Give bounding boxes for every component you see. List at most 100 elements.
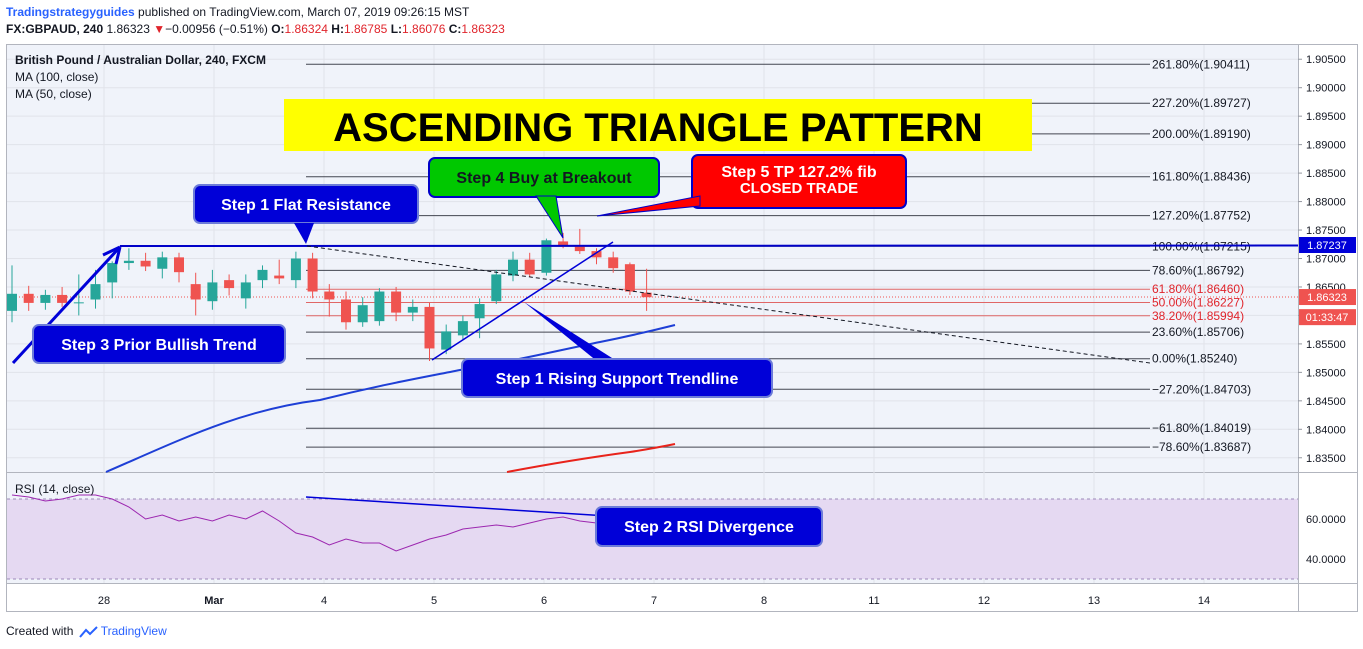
x-tick-label: 4	[321, 595, 327, 607]
callout-take-profit[interactable]	[691, 154, 907, 209]
ma50-legend[interactable]: MA (50, close)	[15, 87, 92, 101]
callout-rsi-divergence[interactable]	[595, 506, 823, 547]
candle-body	[374, 291, 385, 322]
candle[interactable]	[591, 248, 602, 265]
callout-rsi-divergence-text: Step 2 RSI Divergence	[624, 519, 794, 536]
candle-body	[140, 260, 151, 267]
diagonal-dashed-line[interactable]	[306, 245, 1151, 364]
candle[interactable]	[641, 268, 652, 311]
candle-body	[40, 294, 51, 303]
x-tick-label: 28	[98, 595, 110, 607]
candle[interactable]	[341, 291, 351, 330]
callout-bullish-trend[interactable]	[32, 324, 286, 364]
fib-level-label: 38.20%(1.85994)	[1152, 309, 1244, 323]
candle[interactable]	[57, 286, 68, 307]
callout-rising-support-pointer	[524, 302, 612, 362]
candle[interactable]	[474, 298, 485, 339]
candle[interactable]	[608, 251, 619, 273]
price-tag-label: 1.86323	[1307, 292, 1347, 304]
candle[interactable]	[524, 252, 535, 277]
last-price: 1.86323	[106, 22, 150, 36]
rsi-tick-label: 60.0000	[1306, 514, 1346, 526]
candle[interactable]	[240, 274, 251, 309]
candle-body	[541, 240, 552, 273]
candle-body	[7, 293, 17, 311]
candle[interactable]	[274, 259, 285, 285]
publish-info: Tradingstrategyguides published on Tradi…	[6, 5, 469, 19]
fib-level-label: 23.60%(1.85706)	[1152, 325, 1244, 339]
candle[interactable]	[23, 285, 34, 311]
bullish-trend-arrowhead	[102, 245, 122, 265]
high-value: 1.86785	[343, 22, 388, 36]
callout-bullish-trend-text: Step 3 Prior Bullish Trend	[61, 337, 257, 354]
chart-frame[interactable]	[6, 44, 1358, 612]
publisher-link[interactable]: Tradingstrategyguides	[6, 5, 135, 19]
fib-level-label: 50.00%(1.86227)	[1152, 296, 1244, 310]
candle[interactable]	[541, 238, 552, 276]
candle-body	[407, 306, 418, 313]
candle[interactable]	[257, 265, 268, 289]
candle-body	[23, 293, 34, 303]
candle[interactable]	[90, 269, 101, 309]
x-tick-label: Mar	[204, 595, 224, 607]
callout-flat-resistance-pointer	[294, 223, 314, 244]
candle[interactable]	[457, 315, 468, 340]
flat-resistance-line[interactable]	[119, 244, 1299, 247]
candle[interactable]	[174, 252, 184, 283]
callout-rising-support[interactable]	[461, 358, 773, 398]
candle-body	[324, 291, 335, 300]
series-legend-title[interactable]: British Pound / Australian Dollar, 240, …	[15, 53, 266, 67]
candle[interactable]	[624, 262, 635, 295]
candle[interactable]	[374, 288, 385, 326]
candle[interactable]	[508, 251, 518, 282]
rsi-tick-label: 40.0000	[1306, 554, 1346, 566]
candle-body	[224, 280, 235, 289]
candle[interactable]	[391, 286, 402, 322]
y-tick-label: 1.87500	[1306, 225, 1346, 237]
x-tick-label: 8	[761, 595, 767, 607]
tradingview-brand-link[interactable]: TradingView	[100, 624, 167, 638]
bullish-trend-arrow-line[interactable]	[11, 245, 122, 365]
candle[interactable]	[7, 265, 17, 323]
candle[interactable]	[207, 269, 218, 310]
candle-body	[457, 321, 468, 336]
candle[interactable]	[574, 228, 585, 254]
title-banner	[284, 99, 1032, 151]
candle[interactable]	[140, 252, 151, 272]
y-tick-label: 1.83500	[1306, 453, 1346, 465]
candle[interactable]	[307, 252, 318, 299]
candle-body	[341, 299, 351, 323]
y-tick-label: 1.84500	[1306, 396, 1346, 408]
candle[interactable]	[123, 248, 134, 270]
candle[interactable]	[107, 261, 118, 299]
candle[interactable]	[441, 324, 452, 355]
candle[interactable]	[357, 297, 368, 327]
candle[interactable]	[290, 251, 301, 289]
ma100-legend[interactable]: MA (100, close)	[15, 70, 99, 84]
candle[interactable]	[73, 274, 84, 316]
candle[interactable]	[157, 251, 168, 279]
candle[interactable]	[224, 274, 235, 296]
candle-body	[491, 274, 502, 302]
candle-body	[190, 284, 201, 300]
ma50-line	[506, 443, 676, 473]
candle[interactable]	[491, 269, 502, 305]
fib-level-label: 127.20%(1.87752)	[1152, 209, 1251, 223]
rising-support-trendline[interactable]	[431, 241, 614, 361]
candle[interactable]	[324, 284, 335, 317]
callout-buy-breakout-pointer	[535, 195, 564, 239]
candle[interactable]	[424, 302, 435, 361]
fib-level-label: 227.20%(1.89727)	[1152, 96, 1251, 110]
y-tick-label: 1.89500	[1306, 111, 1346, 123]
low-value: 1.86076	[402, 22, 446, 36]
candle-body	[257, 269, 268, 281]
candle[interactable]	[190, 272, 201, 316]
candle[interactable]	[40, 289, 51, 310]
symbol-label: FX:GBPAUD, 240	[6, 22, 104, 36]
open-value: 1.86324	[284, 22, 328, 36]
candle[interactable]	[407, 299, 418, 322]
down-arrow-icon: ▼	[153, 22, 166, 36]
rsi-legend[interactable]: RSI (14, close)	[15, 482, 95, 496]
candle-layer	[7, 228, 652, 361]
